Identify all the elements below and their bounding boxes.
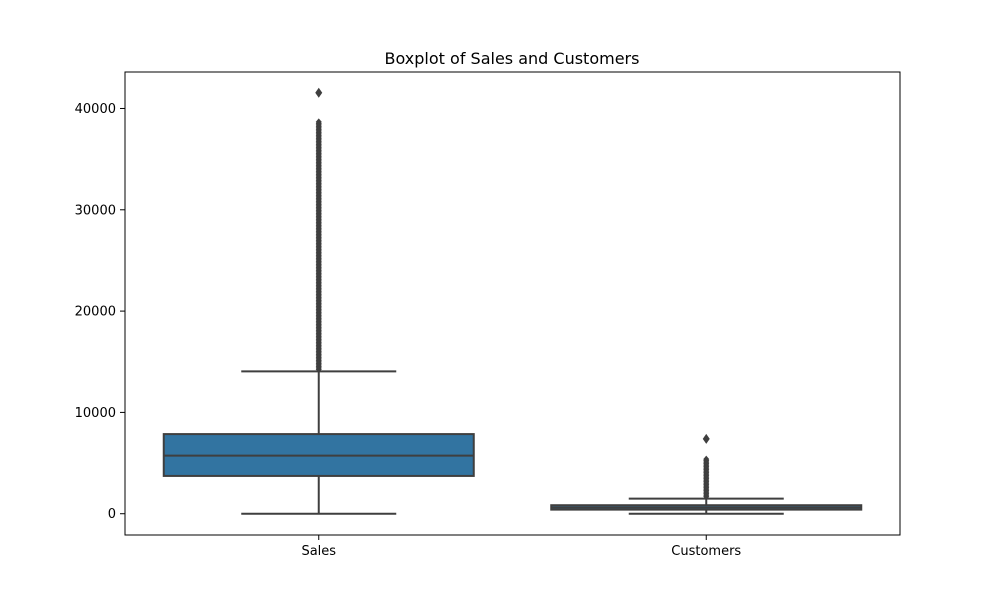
axes: 0 10000 20000 30000 40000 Sales Customers <box>75 102 742 559</box>
plot-area <box>162 87 863 515</box>
y-tick-label-20000: 20000 <box>75 305 116 320</box>
x-tick-label-customers: Customers <box>671 544 741 559</box>
chart-title: Boxplot of Sales and Customers <box>385 49 640 68</box>
x-tick-label-sales: Sales <box>301 544 336 559</box>
customers-outlier-25 <box>703 455 710 463</box>
y-tick-label-30000: 30000 <box>75 203 116 218</box>
customers-max-outlier <box>702 433 710 444</box>
y-tick-label-0: 0 <box>108 507 116 522</box>
y-tick-label-40000: 40000 <box>75 102 116 117</box>
sales-outlier-165 <box>315 118 322 126</box>
axes-frame <box>124 71 901 536</box>
y-tick-label-10000: 10000 <box>75 406 116 421</box>
sales-max-outlier <box>315 87 323 98</box>
